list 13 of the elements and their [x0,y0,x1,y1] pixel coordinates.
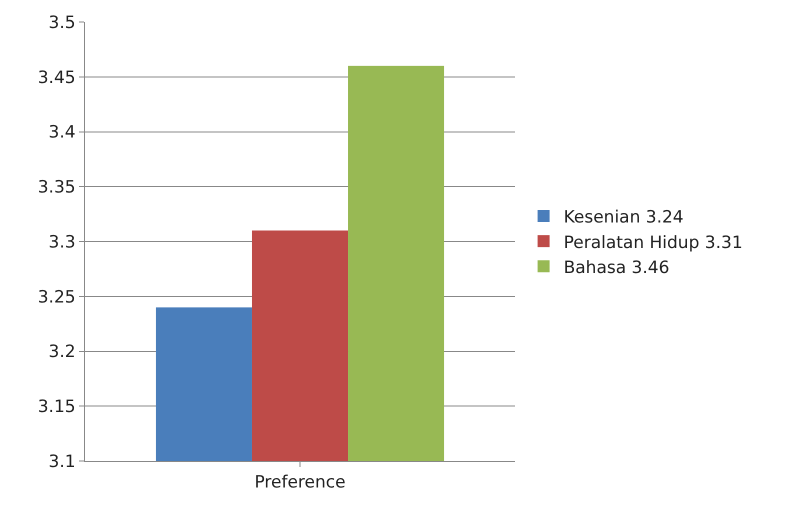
y-tick-label: 3.1 [48,452,76,472]
y-tick-label: 3.4 [48,122,76,143]
y-tick-label: 3.5 [48,12,76,33]
legend-label: Peralatan Hidup 3.31 [564,232,743,253]
y-tick-label: 3.35 [38,178,76,198]
legend-label: Bahasa 3.46 [564,258,670,278]
y-tick-label: 3.2 [48,342,76,362]
x-tick-label: Preference [254,472,346,492]
y-tick-label: 3.3 [48,232,76,252]
y-tick-label: 3.25 [38,287,76,308]
y-tick-label: 3.45 [38,68,76,88]
y-tick-label: 3.15 [38,397,76,418]
legend-label: Kesenian 3.24 [564,208,684,228]
